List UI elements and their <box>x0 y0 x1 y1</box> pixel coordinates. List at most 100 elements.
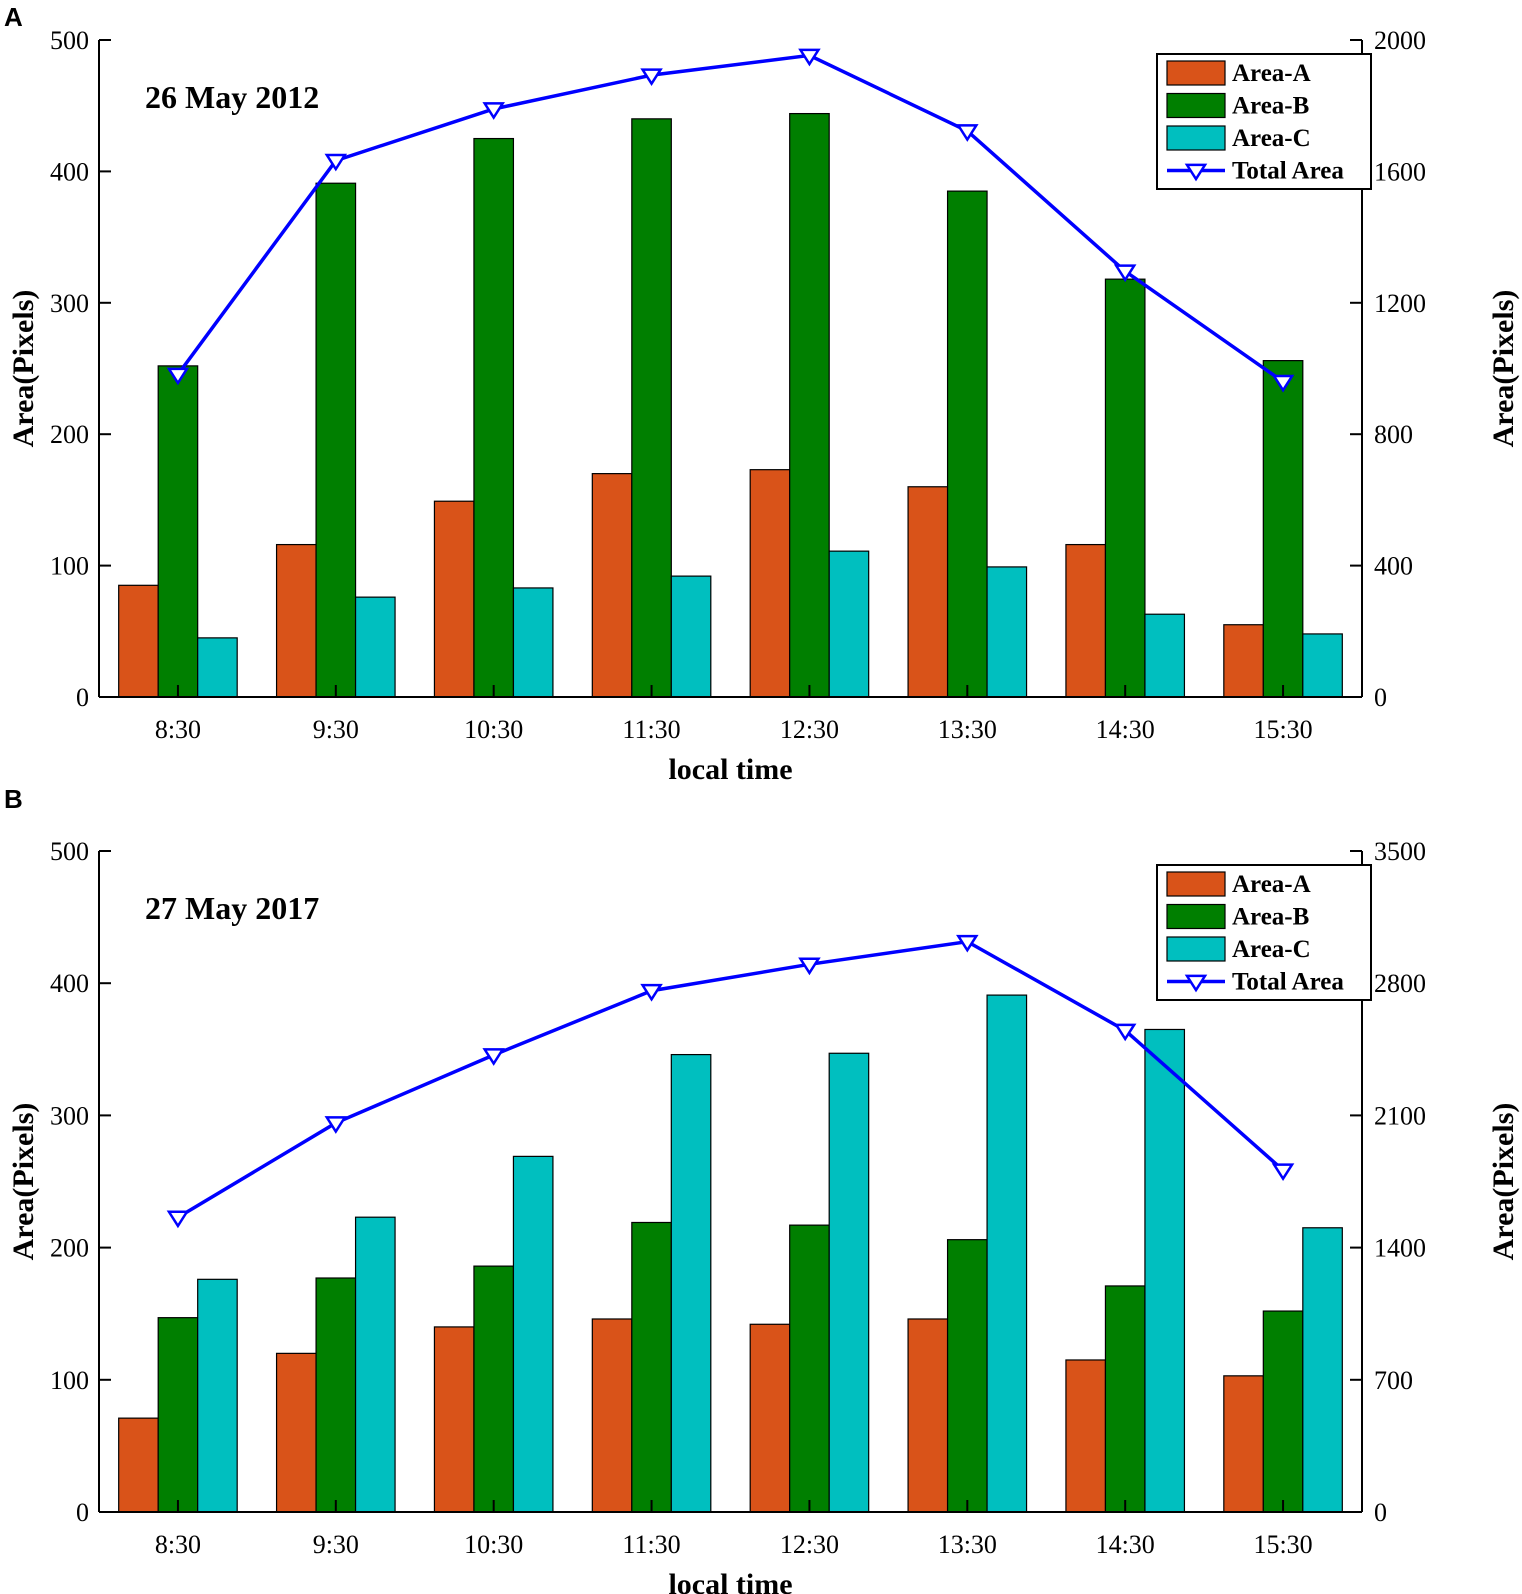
panel-b-y-axis-label-right: Area(Pixels) <box>1487 1103 1520 1261</box>
panel-b-ytick-label-right: 2800 <box>1374 969 1426 998</box>
panel-a-xtick-label: 8:30 <box>155 715 201 744</box>
legend-label-total-area: Total Area <box>1232 969 1344 996</box>
bar-area-a-930 <box>275 543 317 698</box>
bar-area-c-1130 <box>670 1053 712 1513</box>
panel-b-letter: B <box>4 784 23 814</box>
bar-area-c-1530 <box>1302 633 1343 698</box>
bar-area-c-1030 <box>512 1155 554 1513</box>
bar-area-a-1030 <box>433 1326 475 1513</box>
point-total-area-1330 <box>956 124 979 142</box>
bar-area-c-1030 <box>512 587 554 698</box>
bar-area-b-1330 <box>946 1239 988 1513</box>
bar-area-b-830 <box>157 1317 199 1513</box>
line-total-area <box>177 939 1285 1219</box>
bar-area-c-930 <box>354 596 396 698</box>
panel-a-x-axis-label: local time <box>668 753 792 786</box>
bar-area-b-930 <box>315 182 357 698</box>
bar-area-a-930 <box>275 1352 317 1513</box>
bar-area-c-1330 <box>986 566 1028 698</box>
panel-a-xtick-label: 15:30 <box>1253 715 1312 744</box>
bar-area-b-830 <box>157 365 199 698</box>
bar-area-b-1530 <box>1262 1310 1304 1513</box>
bar-area-c-1530 <box>1302 1227 1343 1513</box>
panel-a-xtick-label: 12:30 <box>780 715 839 744</box>
bar-area-c-1330 <box>986 994 1028 1513</box>
point-total-area-1230 <box>798 48 821 67</box>
panel-b-ytick-label-left: 0 <box>76 1498 89 1527</box>
legend-swatch-area-b <box>1166 903 1226 930</box>
panel-a-ytick-label-left: 200 <box>50 420 89 449</box>
panel-a-xtick-label: 13:30 <box>938 715 997 744</box>
panel-b-bars <box>118 994 1343 1513</box>
panel-a-ytick-label-right: 2000 <box>1374 26 1426 55</box>
panel-a-ytick-label-left: 100 <box>50 552 89 581</box>
bar-area-a-1430 <box>1065 1359 1107 1513</box>
bar-area-c-1130 <box>670 575 712 698</box>
panel-b-ytick-label-left: 200 <box>50 1234 89 1263</box>
bar-area-a-1230 <box>749 1323 791 1513</box>
bar-area-a-1530 <box>1223 624 1264 698</box>
panel-b-ytick-label-left: 300 <box>50 1101 89 1130</box>
panel-a-xtick-label: 10:30 <box>464 715 523 744</box>
panel-a-legend: Area-A Area-B Area-C Total Area <box>1156 53 1372 190</box>
bar-area-c-830 <box>197 1278 238 1513</box>
panel-b-xtick-label: 11:30 <box>622 1530 680 1559</box>
bar-area-a-1130 <box>591 1318 633 1513</box>
panel-a-date-annotation: 26 May 2012 <box>145 79 319 115</box>
legend-label-area-c: Area-C <box>1232 936 1311 963</box>
panel-a-xtick-label: 9:30 <box>313 715 359 744</box>
panel-a-y-axis-label-left: Area(Pixels) <box>7 290 40 448</box>
bar-area-b-1430 <box>1104 1285 1146 1513</box>
panel-b-ytick-label-left: 500 <box>50 837 89 866</box>
bar-area-b-1330 <box>946 190 988 698</box>
legend-swatch-area-b <box>1166 92 1226 119</box>
panel-a-ytick-label-right: 0 <box>1374 683 1387 712</box>
bar-area-c-1430 <box>1144 613 1186 698</box>
legend-swatch-area-c <box>1166 936 1226 962</box>
bar-area-a-1230 <box>749 469 791 698</box>
panel-a-y-axis-label-right: Area(Pixels) <box>1487 290 1520 448</box>
bar-area-b-1530 <box>1262 360 1304 698</box>
point-total-area-1430 <box>1113 1023 1137 1042</box>
panel-b-ytick-label-right: 1400 <box>1374 1234 1426 1263</box>
bar-area-a-1330 <box>907 486 949 698</box>
bar-area-b-930 <box>315 1277 357 1513</box>
panel-b-legend: Area-A Area-B Area-C Total Area <box>1156 864 1372 1001</box>
point-total-area-830 <box>166 367 190 386</box>
bar-area-a-830 <box>118 584 159 698</box>
bar-area-a-830 <box>118 1417 159 1513</box>
panel-a-ytick-label-left: 400 <box>50 157 89 186</box>
bar-area-c-1430 <box>1144 1028 1186 1513</box>
panel-b-ytick-label-right: 2100 <box>1374 1101 1426 1130</box>
bar-area-a-1030 <box>433 500 475 698</box>
legend-swatch-marker-total-area <box>1184 163 1208 182</box>
panel-b: B 0 100 200 300 400 500 0 700 1400 2100 2800 3500 8:3… <box>4 784 1520 1594</box>
bar-area-b-1230 <box>789 1224 830 1513</box>
bar-area-b-1230 <box>789 112 830 698</box>
legend-label-area-a: Area-A <box>1232 60 1311 87</box>
panel-a-letter: A <box>4 2 23 32</box>
bar-area-c-1230 <box>828 550 870 698</box>
panel-b-xtick-label: 8:30 <box>155 1530 201 1559</box>
point-total-area-1530 <box>1271 1163 1295 1182</box>
panel-b-ytick-label-left: 100 <box>50 1366 89 1395</box>
panel-a-xtick-label: 11:30 <box>622 715 680 744</box>
bar-area-b-1030 <box>473 137 515 698</box>
point-total-area-1430 <box>1113 264 1137 283</box>
bar-area-c-830 <box>197 637 238 698</box>
bar-area-a-1330 <box>907 1318 949 1513</box>
panel-b-x-axis-label: local time <box>668 1568 792 1594</box>
panel-b-xtick-label: 10:30 <box>464 1530 523 1559</box>
bar-area-c-930 <box>354 1216 396 1513</box>
point-total-area-1530 <box>1271 374 1295 393</box>
point-total-area-1230 <box>798 957 821 976</box>
legend-label-area-b: Area-B <box>1232 904 1309 931</box>
bar-area-b-1130 <box>631 118 672 698</box>
point-total-area-1130 <box>640 983 663 1002</box>
panel-b-xtick-label: 13:30 <box>938 1530 997 1559</box>
line-total-area <box>176 53 1285 384</box>
legend-swatch-area-c <box>1166 125 1226 151</box>
point-total-area-1130 <box>640 68 663 87</box>
panel-b-ytick-label-right: 3500 <box>1374 837 1426 866</box>
panel-a-ytick-label-right: 400 <box>1374 552 1413 581</box>
